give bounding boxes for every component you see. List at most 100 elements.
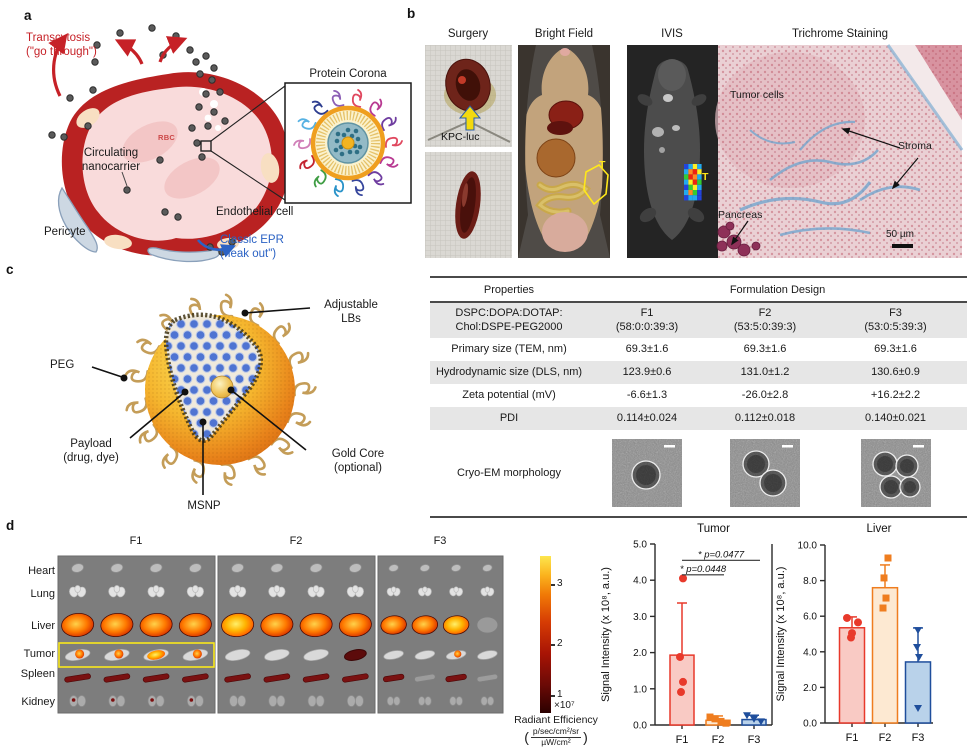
annotation-arrows xyxy=(731,127,919,246)
svg-text:Signal Intensity (x 10⁸, a.u.): Signal Intensity (x 10⁸, a.u.) xyxy=(600,567,612,702)
organ-label-spleen: Spleen xyxy=(20,668,55,680)
surgery-photo-top xyxy=(425,45,512,147)
row-label: Zeta potential (mV) xyxy=(462,388,556,401)
colorbar-tick xyxy=(551,695,555,697)
table-row-hydrodynamic-size: Hydrodynamic size (DLS, nm) 123.9±0.6 13… xyxy=(430,360,967,384)
panel-b-photos xyxy=(425,44,964,258)
bright-field-photo xyxy=(518,45,610,258)
svg-text:6.0: 6.0 xyxy=(803,612,817,623)
table-row-primary-size: Primary size (TEM, nm) 69.3±1.6 69.3±1.6… xyxy=(430,338,967,361)
stroma-label: Stroma xyxy=(898,140,932,152)
organ-panel-title-f2: F2 xyxy=(289,535,303,547)
tumor-cells-label: Tumor cells xyxy=(730,89,784,101)
colorbar-tick-3: 3 xyxy=(557,578,563,589)
cryo-em-image-f3 xyxy=(824,430,967,516)
header-properties: Properties xyxy=(483,283,535,296)
cell-value: 123.9±0.6 xyxy=(622,365,672,378)
annotation-lines xyxy=(91,307,311,495)
epr-arrow xyxy=(196,239,236,258)
svg-text:2.0: 2.0 xyxy=(803,683,817,694)
radiant-efficiency-units: ( p/sec/cm²/sr µW/cm² ) xyxy=(496,726,616,748)
paren-close: ) xyxy=(583,729,588,746)
organ-label-heart: Heart xyxy=(28,565,55,577)
radiance-colorbar xyxy=(540,556,551,713)
svg-text:F2: F2 xyxy=(712,734,725,746)
tumor-outline-bf xyxy=(583,163,609,206)
msnp-label: MSNP xyxy=(187,500,221,512)
cryo-em-label: Cryo-EM morphology xyxy=(457,466,561,479)
table-row-lipids: DSPC:DOPA:DOTAP: Chol:DSPE-PEG2000 F1 (58:… xyxy=(430,303,967,338)
row-label: Primary size (TEM, nm) xyxy=(451,342,567,355)
circulating-nanocarrier-label: Circulating nanocarrier xyxy=(81,147,141,174)
scale-bar xyxy=(892,244,913,248)
scale-bar-label: 50 µm xyxy=(886,229,914,240)
svg-text:* p=0.0477: * p=0.0477 xyxy=(698,549,745,560)
peg-label: PEG xyxy=(50,359,75,371)
panel-d-letter: d xyxy=(6,518,15,533)
colorbar-tick xyxy=(551,644,555,646)
pericyte-shapes xyxy=(57,186,220,263)
organ-panel-title-f1: F1 xyxy=(129,535,143,547)
zoom-connector-top xyxy=(210,85,286,142)
cell-value: 0.140±0.021 xyxy=(864,411,927,424)
panel-c-illustration xyxy=(91,293,317,495)
cell-value: 130.6±0.9 xyxy=(871,365,920,378)
organ-label-liver: Liver xyxy=(31,620,55,632)
cell-value: -26.0±2.8 xyxy=(741,388,789,401)
table-row-pdi: PDI 0.114±0.024 0.112±0.018 0.140±0.021 xyxy=(430,406,967,430)
paren-open: ( xyxy=(524,729,529,746)
pancreas-acini xyxy=(716,221,761,257)
liver-bar-chart: 0.0 2.0 4.0 6.0 8.0 10.0 F1 F2 F3 Liver Signal Int… xyxy=(775,523,933,744)
svg-text:4.0: 4.0 xyxy=(803,647,817,658)
transcytosis-arrows xyxy=(48,33,188,97)
units-denominator: µW/cm² xyxy=(541,736,571,747)
cell-value: 69.3±1.6 xyxy=(743,342,787,355)
pancreas-label: Pancreas xyxy=(718,209,763,221)
radiant-efficiency-label: Radiant Efficiency xyxy=(514,714,598,726)
tumor-bar-chart: 0.0 1.0 2.0 3.0 4.0 5.0 F1 F2 F3 * p=0.0477 * p=0.… xyxy=(600,523,773,746)
cryo-em-image-f2 xyxy=(706,430,824,516)
table-row-zeta-potential: Zeta potential (mV) -6.6±1.3 -26.0±2.8 +… xyxy=(430,384,967,407)
formulation-table: Properties Formulation Design DSPC:DOPA:… xyxy=(430,276,967,518)
svg-text:F3: F3 xyxy=(748,734,761,746)
zoom-connector-bottom xyxy=(210,150,286,201)
svg-text:F1: F1 xyxy=(846,732,859,744)
row-label: Hydrodynamic size (DLS, nm) xyxy=(435,365,583,378)
organ-label-tumor: Tumor xyxy=(23,648,55,660)
panel-b-letter: b xyxy=(407,6,416,21)
protein-corona-title: Protein Corona xyxy=(309,68,387,80)
organ-panel-title-f3: F3 xyxy=(433,535,447,547)
tumor-t-label-ivis: T xyxy=(702,171,709,183)
formulation-f1: F1 (58:0:0:39:3) xyxy=(615,307,679,334)
ivis-heat-spot xyxy=(684,164,702,201)
panel-a-illustration xyxy=(48,24,412,263)
formulation-f3: F3 (53:0:5:39:3) xyxy=(864,307,927,334)
organ-label-lung: Lung xyxy=(30,588,55,600)
column-title-surgery: Surgery xyxy=(447,28,489,40)
cell-value: -6.6±1.3 xyxy=(626,388,668,401)
colorbar-tick-1: 1 xyxy=(557,689,563,700)
msnp-pores xyxy=(333,127,363,157)
svg-text:* p=0.0448: * p=0.0448 xyxy=(680,564,727,575)
lipid-composition-label: DSPC:DOPA:DOTAP: Chol:DSPE-PEG2000 xyxy=(455,307,563,334)
adjustable-lbs-label: Adjustable LBs xyxy=(324,299,378,326)
svg-text:1.0: 1.0 xyxy=(633,684,647,695)
vessel-gaps xyxy=(199,88,221,131)
header-formulation-design: Formulation Design xyxy=(729,283,826,296)
formulation-f2: F2 (53:5:0:39:3) xyxy=(733,307,797,334)
surgery-photo-bottom xyxy=(425,152,512,258)
panel-c-letter: c xyxy=(6,262,14,277)
svg-text:0.0: 0.0 xyxy=(803,719,817,730)
colorbar-exponent: ×10⁷ xyxy=(554,700,575,711)
gold-core-sphere xyxy=(210,375,234,399)
svg-text:3.0: 3.0 xyxy=(633,612,647,623)
svg-text:10.0: 10.0 xyxy=(798,541,818,552)
classic-epr-label: Classic EPR ("leak out") xyxy=(220,234,284,261)
gold-core-label: Gold Core (optional) xyxy=(331,448,385,475)
svg-text:F3: F3 xyxy=(912,732,925,744)
tumor-t-label-bf: T xyxy=(599,159,606,171)
stroma-fibers xyxy=(739,120,921,237)
units-numerator: p/sec/cm²/sr xyxy=(530,726,582,738)
organ-ivis-panels xyxy=(57,555,504,714)
